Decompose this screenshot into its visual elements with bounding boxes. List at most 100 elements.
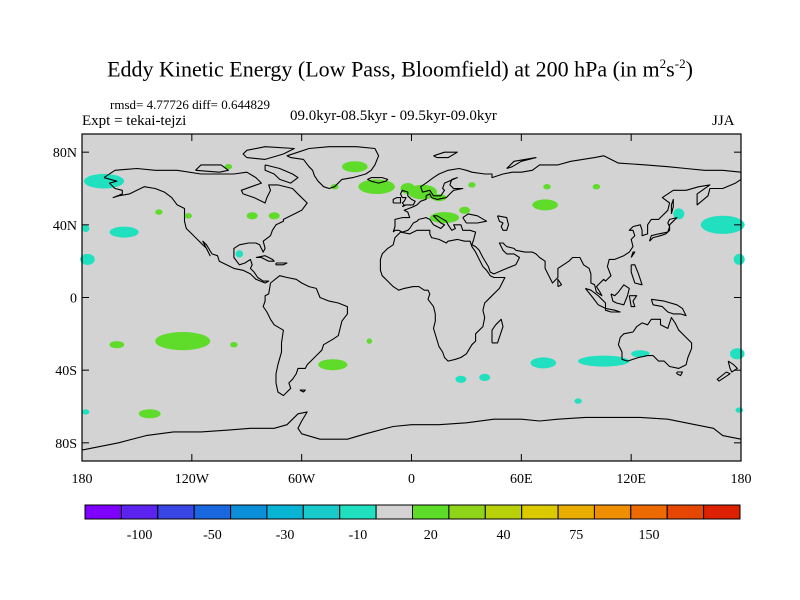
colorbar-swatch: [230, 504, 268, 520]
anomaly-region: [543, 184, 551, 190]
colorbar-swatch: [375, 504, 414, 520]
period-label: 09.0kyr-08.5kyr - 09.5kyr-09.0kyr: [290, 108, 497, 124]
coastline-sakhalin: [670, 198, 674, 215]
anomaly-region: [82, 409, 90, 415]
coastline-south-america: [262, 275, 348, 397]
title-exponent-2: -2: [674, 56, 686, 71]
title-close-paren: ): [685, 56, 693, 82]
x-tick-label: 60E: [510, 472, 533, 487]
y-tick-label: 40S: [55, 364, 77, 379]
colorbar-swatch: [266, 504, 304, 520]
map-layer: [80, 133, 745, 462]
colorbar-label: 40: [497, 528, 511, 543]
anomaly-region: [429, 212, 460, 224]
axis-ticks: 180 120W 60W 0 60E 120E 180 80N 40N 0 40S 80S: [53, 134, 752, 487]
coastline-new-zealand-south: [716, 371, 731, 382]
anomaly-region: [578, 355, 630, 367]
colorbar-label: 150: [639, 528, 660, 543]
anomaly-region: [235, 250, 244, 258]
anomaly-region: [479, 373, 491, 381]
anomaly-region: [730, 348, 745, 360]
anomaly-region: [532, 199, 558, 211]
colorbar-label: 20: [424, 528, 438, 543]
coastline-madagascar: [491, 318, 504, 344]
coastline-hispaniola: [275, 262, 288, 266]
anomaly-region: [224, 164, 233, 170]
coastline-cuba: [255, 255, 275, 262]
coastline-caspian-sea: [496, 215, 510, 231]
anomaly-region: [700, 215, 745, 234]
anomaly-region: [138, 409, 161, 419]
coastline-taiwan: [630, 251, 636, 258]
coastlines: [81, 146, 742, 451]
y-tick-label: 80N: [53, 146, 77, 161]
anomaly-region: [574, 398, 582, 404]
coastline-britain: [399, 189, 416, 208]
x-tick-label: 60W: [288, 472, 316, 487]
x-tick-label: 120E: [616, 472, 646, 487]
anomaly-region: [230, 342, 238, 348]
anomaly-region: [318, 359, 348, 371]
colorbar-label: -100: [127, 528, 153, 543]
colorbar-swatch: [630, 504, 668, 520]
coastline-north-america: [103, 167, 308, 284]
coastline-victoria-island: [195, 164, 229, 173]
anomaly-region: [673, 208, 685, 220]
stats-label: rmsd= 4.77726 diff= 0.644829: [110, 97, 270, 112]
anomaly-region: [592, 184, 601, 190]
coastline-borneo: [610, 284, 630, 306]
anomaly-region: [459, 206, 471, 214]
colorbar-label: -50: [203, 528, 222, 543]
coastline-falklands: [299, 389, 306, 393]
anomaly-region: [631, 350, 650, 358]
coastline-australia: [617, 316, 693, 369]
colorbar: -100 -50 -30 -10 20 40 75 150: [84, 504, 741, 543]
map-background: [82, 134, 741, 461]
y-tick-label: 40N: [53, 219, 77, 234]
coastline-novaya-zemlya: [506, 157, 537, 170]
anomaly-region: [83, 173, 125, 189]
coastline-black-sea: [462, 213, 488, 224]
anomaly-region: [109, 226, 139, 238]
colorbar-swatch: [448, 504, 486, 520]
colorbar-swatch: [339, 504, 377, 520]
coastline-svalbard: [433, 151, 458, 159]
coastline-greenland: [286, 146, 380, 190]
y-tick-label: 0: [70, 292, 77, 307]
colorbar-swatch: [703, 504, 741, 520]
colorbar-label: -30: [276, 528, 295, 543]
coastline-ellesmere-island: [242, 146, 295, 160]
colorbar-label: -10: [349, 528, 368, 543]
coastline-tasmania: [676, 371, 683, 377]
coastline-philippines: [630, 264, 643, 286]
anomaly-region: [530, 357, 557, 369]
x-tick-label: 120W: [175, 472, 210, 487]
colorbar-swatch: [302, 504, 341, 520]
colorbar-swatch: [666, 504, 705, 520]
coastline-sri-lanka: [557, 278, 563, 288]
coastline-new-guinea: [650, 298, 687, 317]
anomaly-region: [155, 209, 163, 215]
coastline-java: [604, 307, 621, 313]
x-tick-label: 180: [731, 472, 752, 487]
anomaly-region: [155, 332, 211, 351]
anomaly-region: [342, 161, 368, 173]
colorbar-swatch: [593, 504, 632, 520]
colorbar-swatch: [157, 504, 195, 520]
colorbar-swatch: [484, 504, 523, 520]
experiment-label: Expt = tekai-tejzi: [82, 113, 187, 129]
anomaly-region: [468, 182, 476, 188]
anomaly-region: [268, 212, 280, 220]
coastline-japan: [648, 217, 678, 242]
season-label: JJA: [712, 113, 735, 129]
colorbar-swatch: [521, 504, 559, 520]
x-tick-label: 180: [72, 472, 93, 487]
colorbar-swatch: [84, 504, 122, 520]
title-exponent-1: 2: [659, 56, 667, 71]
coastline-eurasia: [392, 155, 742, 297]
anomaly-region: [735, 407, 743, 413]
colorbar-swatch: [193, 504, 232, 520]
coastline-sumatra: [584, 287, 607, 309]
colorbar-swatch: [557, 504, 595, 520]
